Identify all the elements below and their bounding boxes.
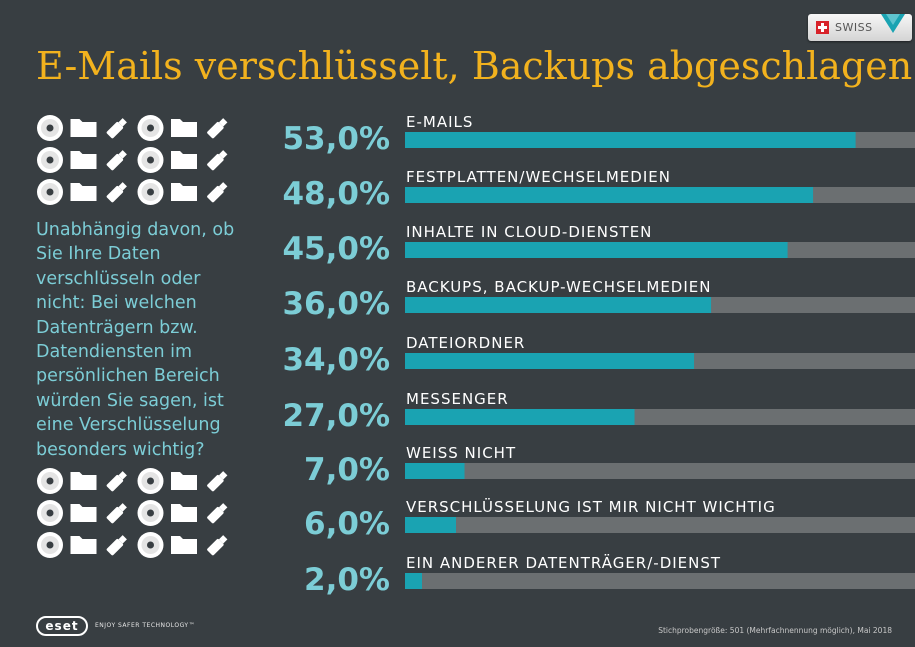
value-label: 27,0% <box>282 398 390 434</box>
bar <box>405 187 814 203</box>
bar-chart: E-MAILS 53,0% FESTPLATTEN/WECHSELMEDIEN 48,… <box>282 113 915 598</box>
value-label: 2,0% <box>304 562 390 598</box>
value-label: 34,0% <box>282 342 390 378</box>
category-label: FESTPLATTEN/WECHSELMEDIEN <box>406 168 671 186</box>
folder-icon <box>171 183 197 201</box>
bar <box>405 132 856 148</box>
bar <box>405 463 465 479</box>
category-label: WEISS NICHT <box>406 444 516 462</box>
category-label: MESSENGER <box>406 390 509 408</box>
media-icons-bottom <box>36 465 236 575</box>
swiss-flag-icon <box>816 21 829 34</box>
sample-note: Stichprobengröße: 501 (Mehrfachnennung m… <box>658 626 892 635</box>
folder-icon <box>171 472 197 490</box>
bar-track <box>405 573 915 589</box>
value-label: 6,0% <box>304 506 390 542</box>
disc-icon <box>137 532 164 558</box>
bar <box>405 517 457 533</box>
survey-question: Unabhängig davon, ob Sie Ihre Daten vers… <box>36 220 235 460</box>
bar <box>405 409 635 425</box>
disc-icon <box>37 147 63 173</box>
category-label: EIN ANDERER DATENTRÄGER/-DIENST <box>406 553 721 572</box>
disc-icon <box>37 179 63 205</box>
folder-icon <box>171 504 197 522</box>
folder-icon <box>171 536 197 554</box>
disc-icon <box>37 500 63 526</box>
tagline: ENJOY SAFER TECHNOLOGY™ <box>95 622 196 629</box>
bar <box>405 353 695 369</box>
disc-icon <box>137 500 164 526</box>
category-label: VERSCHLÜSSELUNG IST MIR NICHT WICHTIG <box>406 497 776 516</box>
disc-icon <box>37 532 63 558</box>
folder-icon <box>70 536 97 554</box>
download-arrow-icon <box>881 14 905 33</box>
folder-icon <box>70 472 97 490</box>
usb-stick-icon <box>106 150 127 171</box>
category-label: INHALTE IN CLOUD-DIENSTEN <box>406 223 652 241</box>
category-label: E-MAILS <box>406 113 473 131</box>
folder-icon <box>70 183 97 201</box>
folder-icon <box>70 151 97 169</box>
folder-icon <box>70 119 97 137</box>
usb-stick-icon <box>207 150 228 171</box>
disc-icon <box>37 468 63 494</box>
eset-logo: eset <box>36 616 88 636</box>
value-label: 45,0% <box>282 231 390 267</box>
value-label: 36,0% <box>282 286 390 322</box>
disc-icon <box>137 147 164 173</box>
disc-icon <box>137 115 164 141</box>
folder-icon <box>171 151 197 169</box>
category-label: DATEIORDNER <box>406 334 525 352</box>
disc-icon <box>37 115 63 141</box>
country-badge[interactable]: SWISS <box>808 14 912 41</box>
bar <box>405 573 423 589</box>
category-label: BACKUPS, BACKUP-WECHSELMEDIEN <box>406 278 711 296</box>
disc-icon <box>137 179 164 205</box>
media-icons-top <box>36 112 236 222</box>
folder-icon <box>70 504 97 522</box>
bar <box>405 297 712 313</box>
value-label: 53,0% <box>282 121 390 157</box>
value-label: 48,0% <box>282 176 390 212</box>
bar-track <box>405 517 915 533</box>
usb-stick-icon <box>207 118 228 139</box>
value-label: 7,0% <box>304 452 390 488</box>
bar <box>405 242 788 258</box>
folder-icon <box>171 119 197 137</box>
badge-label: SWISS <box>835 21 873 34</box>
usb-stick-icon <box>207 182 228 203</box>
usb-stick-icon <box>106 182 127 203</box>
bar-track <box>405 463 915 479</box>
page-title: E-Mails verschlüsselt, Backups abgeschla… <box>36 44 913 88</box>
disc-icon <box>137 468 164 494</box>
